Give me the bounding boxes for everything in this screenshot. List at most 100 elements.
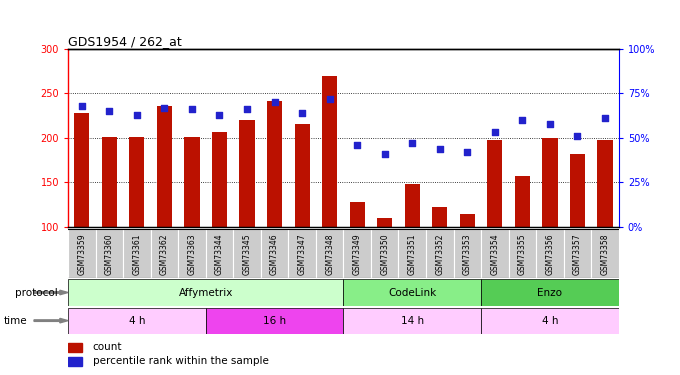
Bar (343, 308, 481, 334)
Bar (543, 138, 558, 227)
Point (324, 96, 335, 102)
Bar (102, 137, 117, 227)
Point (104, 108, 115, 114)
Point (600, 115, 611, 121)
Point (545, 121, 556, 127)
Text: GSM73345: GSM73345 (243, 234, 252, 275)
Text: GSM73352: GSM73352 (435, 234, 444, 275)
Point (352, 142, 362, 148)
Bar (432, 207, 447, 227)
Bar (592, 229, 619, 278)
Bar (151, 229, 178, 278)
Bar (377, 218, 392, 227)
Bar (481, 308, 619, 334)
Text: GSM73359: GSM73359 (78, 234, 86, 275)
Text: protocol: protocol (15, 288, 58, 297)
Text: percentile rank within the sample: percentile rank within the sample (92, 357, 269, 366)
Bar (322, 76, 337, 227)
Bar (206, 229, 233, 278)
Text: GSM73355: GSM73355 (518, 234, 527, 275)
Bar (68, 343, 82, 352)
Text: Affymetrix: Affymetrix (179, 288, 233, 297)
Bar (96, 229, 123, 278)
Text: GSM73349: GSM73349 (353, 234, 362, 275)
Text: GSM73357: GSM73357 (573, 234, 582, 275)
Text: GSM73344: GSM73344 (215, 234, 224, 275)
Bar (598, 141, 613, 227)
Text: GSM73350: GSM73350 (380, 234, 389, 275)
Bar (460, 214, 475, 227)
Point (214, 112, 225, 118)
Point (269, 99, 280, 105)
Bar (316, 229, 343, 278)
Bar (212, 132, 227, 227)
Text: count: count (92, 342, 122, 352)
Bar (454, 229, 481, 278)
Text: GSM73347: GSM73347 (298, 234, 307, 275)
Bar (481, 229, 509, 278)
Text: GSM73354: GSM73354 (490, 234, 499, 275)
Bar (343, 229, 371, 278)
Point (296, 110, 307, 116)
Bar (481, 279, 619, 306)
Bar (68, 229, 95, 278)
Point (435, 146, 445, 152)
Bar (398, 229, 426, 278)
Bar (123, 229, 151, 278)
Bar (537, 229, 564, 278)
Point (572, 133, 583, 139)
Bar (261, 229, 288, 278)
Bar (294, 124, 309, 227)
Text: GSM73360: GSM73360 (105, 234, 114, 275)
Bar (178, 229, 206, 278)
Text: CodeLink: CodeLink (388, 288, 437, 297)
Text: GDS1954 / 262_at: GDS1954 / 262_at (68, 34, 182, 48)
Bar (350, 202, 364, 227)
Bar (68, 308, 206, 334)
Bar (68, 279, 343, 306)
Point (490, 129, 500, 135)
Text: GSM73358: GSM73358 (600, 234, 609, 275)
Point (131, 112, 142, 118)
Text: GSM73362: GSM73362 (160, 234, 169, 275)
Text: GSM73353: GSM73353 (463, 234, 472, 275)
Text: 16 h: 16 h (263, 316, 286, 326)
Point (407, 140, 418, 146)
Text: GSM73361: GSM73361 (133, 234, 141, 275)
Text: 14 h: 14 h (401, 316, 424, 326)
Bar (184, 137, 199, 227)
Text: GSM73351: GSM73351 (408, 234, 417, 275)
Bar (239, 120, 254, 227)
Bar (288, 229, 316, 278)
Bar (233, 229, 261, 278)
Text: 4 h: 4 h (129, 316, 145, 326)
Point (379, 151, 390, 157)
Bar (488, 141, 503, 227)
Point (76, 103, 87, 109)
Bar (343, 279, 481, 306)
Text: time: time (3, 316, 27, 326)
Point (186, 106, 197, 112)
Point (159, 105, 170, 111)
Bar (68, 357, 82, 366)
Point (241, 106, 252, 112)
Bar (564, 229, 592, 278)
Point (517, 117, 528, 123)
Text: Enzo: Enzo (537, 288, 562, 297)
Text: GSM73356: GSM73356 (545, 234, 554, 275)
Bar (371, 229, 398, 278)
Bar (129, 137, 144, 227)
Bar (157, 106, 172, 227)
Bar (74, 113, 89, 227)
Bar (570, 154, 585, 227)
Text: GSM73346: GSM73346 (270, 234, 279, 275)
Bar (267, 101, 282, 227)
Point (462, 149, 473, 155)
Bar (509, 229, 537, 278)
Text: GSM73363: GSM73363 (188, 234, 197, 275)
Bar (405, 184, 420, 227)
Bar (206, 308, 343, 334)
Text: GSM73348: GSM73348 (325, 234, 334, 275)
Text: 4 h: 4 h (542, 316, 558, 326)
Bar (426, 229, 454, 278)
